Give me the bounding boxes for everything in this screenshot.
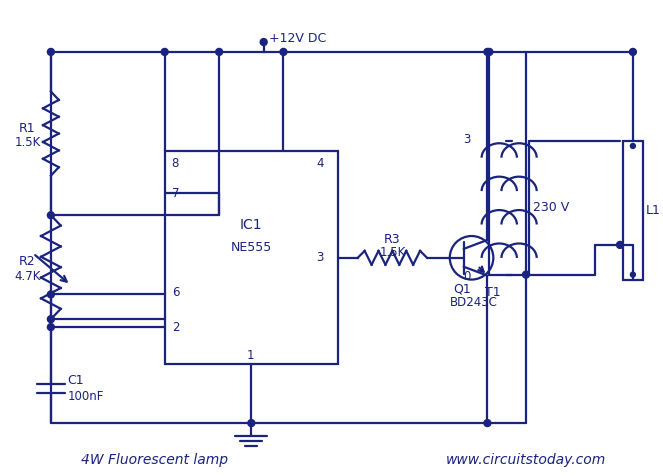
Text: 3: 3 bbox=[316, 251, 324, 264]
Text: Q1: Q1 bbox=[453, 283, 471, 296]
Circle shape bbox=[280, 49, 287, 55]
Text: 1: 1 bbox=[247, 349, 254, 362]
Bar bbox=[623, 141, 643, 279]
Circle shape bbox=[48, 212, 54, 218]
Circle shape bbox=[631, 143, 635, 149]
Text: 8: 8 bbox=[172, 157, 179, 170]
Circle shape bbox=[48, 291, 54, 298]
Circle shape bbox=[617, 241, 623, 248]
Text: 1.5K: 1.5K bbox=[15, 136, 40, 149]
Text: 7: 7 bbox=[172, 187, 179, 200]
Text: 4.7K: 4.7K bbox=[15, 269, 40, 283]
Text: IC1: IC1 bbox=[240, 218, 263, 232]
Text: 6: 6 bbox=[172, 286, 179, 299]
Circle shape bbox=[48, 49, 54, 55]
Text: C1: C1 bbox=[68, 374, 84, 387]
Circle shape bbox=[486, 49, 493, 55]
Circle shape bbox=[248, 420, 255, 426]
Text: R2: R2 bbox=[19, 255, 36, 268]
Text: BD243C: BD243C bbox=[450, 296, 498, 309]
Circle shape bbox=[631, 272, 635, 277]
Text: 0: 0 bbox=[463, 270, 471, 283]
Bar bbox=[164, 151, 338, 364]
Circle shape bbox=[260, 39, 267, 46]
Circle shape bbox=[48, 316, 54, 323]
Text: 230 V: 230 V bbox=[533, 201, 569, 214]
Circle shape bbox=[522, 271, 530, 278]
Circle shape bbox=[161, 49, 168, 55]
Circle shape bbox=[48, 324, 54, 330]
Circle shape bbox=[484, 420, 491, 426]
Circle shape bbox=[484, 49, 491, 55]
Text: NE555: NE555 bbox=[231, 241, 272, 254]
Text: 2: 2 bbox=[172, 320, 179, 334]
Circle shape bbox=[215, 49, 223, 55]
Text: 4W Fluorescent lamp: 4W Fluorescent lamp bbox=[82, 453, 228, 466]
Text: +12V DC: +12V DC bbox=[269, 31, 326, 45]
Text: L1: L1 bbox=[646, 204, 660, 217]
Text: 3: 3 bbox=[463, 132, 471, 146]
Circle shape bbox=[629, 49, 636, 55]
Text: 1.5K: 1.5K bbox=[379, 247, 406, 259]
Text: R3: R3 bbox=[384, 234, 400, 247]
Text: T1: T1 bbox=[485, 286, 501, 299]
Text: 100nF: 100nF bbox=[68, 390, 104, 403]
Text: www.circuitstoday.com: www.circuitstoday.com bbox=[446, 453, 606, 466]
Text: 4: 4 bbox=[316, 157, 324, 170]
Text: R1: R1 bbox=[19, 122, 36, 135]
